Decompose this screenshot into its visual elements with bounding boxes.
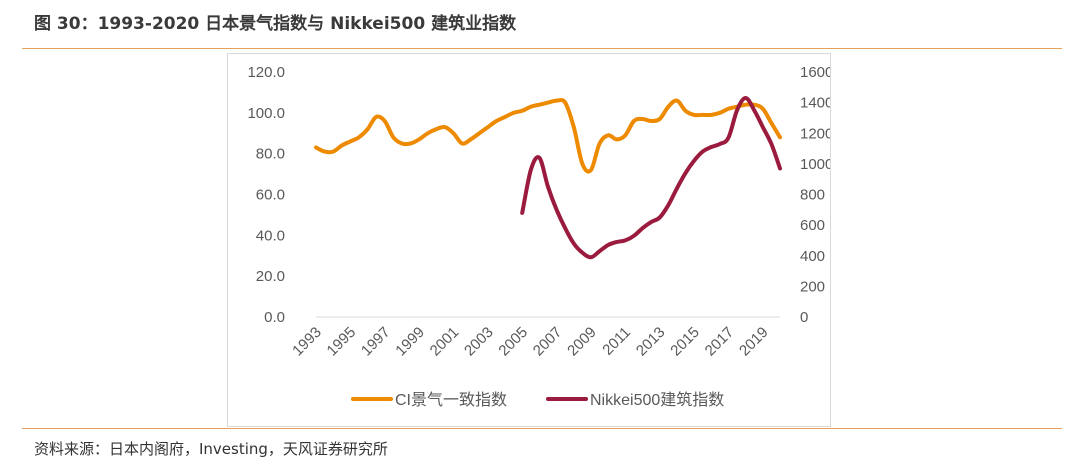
y-right-tick-label: 400 [800, 248, 825, 265]
y-right-tick-label: 1400 [800, 95, 830, 112]
y-right-tick-label: 600 [800, 217, 825, 234]
y-right-tick-label: 1200 [800, 125, 830, 142]
y-left-tick-label: 0.0 [264, 309, 285, 326]
x-tick-label: 2007 [530, 324, 566, 360]
x-tick-label: 2009 [564, 324, 600, 360]
series-line-nikkei500-construction [520, 96, 782, 260]
source-note: 资料来源：日本内阁府，Investing，天风证券研究所 [34, 440, 388, 458]
y-left-tick-label: 40.0 [256, 227, 285, 244]
chart-frame: 0.0 20.0 40.0 60.0 80.0 100.0 120.0 0 200 400 600 8… [227, 53, 831, 427]
y-right-tick-label: 1000 [800, 156, 830, 173]
y-left-tick-label: 20.0 [256, 268, 285, 285]
y-left-tick-label: 100.0 [247, 105, 285, 122]
x-tick-label: 2005 [495, 324, 531, 360]
x-tick-label: 2015 [667, 324, 703, 360]
x-tick-label: 1999 [392, 324, 428, 360]
legend-label: CI景气一致指数 [395, 391, 507, 409]
x-tick-label: 2003 [461, 324, 497, 360]
y-left-tick-label: 80.0 [256, 146, 285, 163]
title-divider [22, 48, 1062, 49]
y-right-tick-label: 200 [800, 278, 825, 295]
x-tick-label: 1995 [324, 324, 360, 360]
legend-label: Nikkei500建筑指数 [590, 391, 724, 409]
source-divider [22, 428, 1062, 429]
line-chart: 0.0 20.0 40.0 60.0 80.0 100.0 120.0 0 200 400 600 8… [247, 64, 830, 409]
x-tick-label: 2019 [736, 324, 772, 360]
y-left-tick-label: 60.0 [256, 187, 285, 204]
y-right-tick-label: 1600 [800, 64, 830, 81]
series-line-ci-index [314, 97, 782, 174]
x-tick-label: 1993 [289, 324, 325, 360]
y-right-tick-label: 0 [800, 309, 808, 326]
x-tick-label: 2017 [702, 324, 738, 360]
y-left-tick-label: 120.0 [247, 64, 285, 81]
y-right-tick-label: 800 [800, 187, 825, 204]
x-tick-label: 2011 [599, 324, 634, 359]
x-tick-label: 1997 [358, 324, 394, 360]
figure-title: 图 30：1993-2020 日本景气指数与 Nikkei500 建筑业指数 [34, 14, 517, 34]
x-tick-label: 2001 [427, 324, 463, 360]
x-tick-label: 2013 [633, 324, 669, 360]
